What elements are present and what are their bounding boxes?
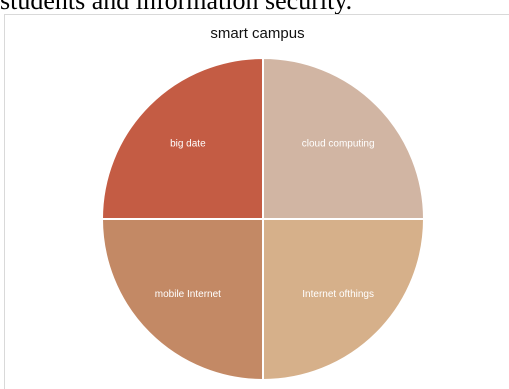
document-text-line: students and information security. xyxy=(0,0,353,15)
label-layer: big date cloud computing Internet ofthings… xyxy=(155,139,375,300)
slice-label-mobile-internet: mobile Internet xyxy=(155,289,221,300)
pie-slice-internet-ofthings xyxy=(262,218,426,382)
pie-slice-big-date xyxy=(100,56,264,220)
slice-label-internet-ofthings: Internet ofthings xyxy=(302,289,374,300)
chart-title: smart campus xyxy=(210,25,305,42)
pie-slice-cloud-computing xyxy=(262,56,426,220)
slice-label-big-date: big date xyxy=(170,139,206,150)
pie-chart: smart campus big date cloud computing Inte… xyxy=(4,14,509,389)
slice-layer xyxy=(100,56,426,382)
slice-label-cloud-computing: cloud computing xyxy=(302,139,375,150)
pie-slice-mobile-internet xyxy=(100,218,264,382)
pie-chart-canvas: big date cloud computing Internet ofthings… xyxy=(100,56,426,382)
